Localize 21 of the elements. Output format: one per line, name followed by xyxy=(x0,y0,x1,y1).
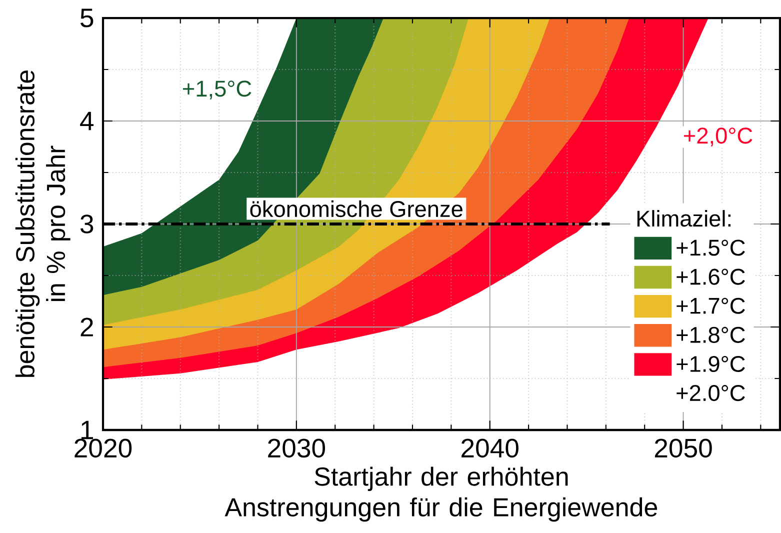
y-axis-title: benötigte Substitutionsrate in % pro Jahr xyxy=(15,70,70,377)
legend-label: +1.5°C xyxy=(676,240,745,256)
y-tick-label: 5 xyxy=(80,8,94,28)
y-tick-label: 2 xyxy=(80,318,93,336)
x-tick-label: 2050 xyxy=(654,438,712,458)
annotation: +2,0°C xyxy=(684,128,752,146)
y-tick-label: 1 xyxy=(81,420,93,440)
x-tick-label: 2040 xyxy=(462,438,518,458)
legend-title: Klimaziel: xyxy=(637,210,730,227)
x-tick-label: 2030 xyxy=(268,438,326,458)
x-tick-label: 2020 xyxy=(74,438,132,458)
series-label: ökonomische Grenze xyxy=(250,200,462,218)
series-label: +2.0°C xyxy=(676,385,745,402)
x-axis-title: Startjahr der erhöhten Anstrengungen für die Energiewende xyxy=(224,466,658,522)
legend-label: +1.9°C xyxy=(676,356,745,372)
y-tick-label: 3 xyxy=(80,214,94,234)
legend-label: +1.7°C xyxy=(676,298,745,314)
legend-label: +1.6°C xyxy=(676,268,745,285)
legend-label: +1.8°C xyxy=(676,326,745,343)
annotation: +1,5°C xyxy=(183,80,252,100)
y-tick-label: 4 xyxy=(80,112,94,130)
